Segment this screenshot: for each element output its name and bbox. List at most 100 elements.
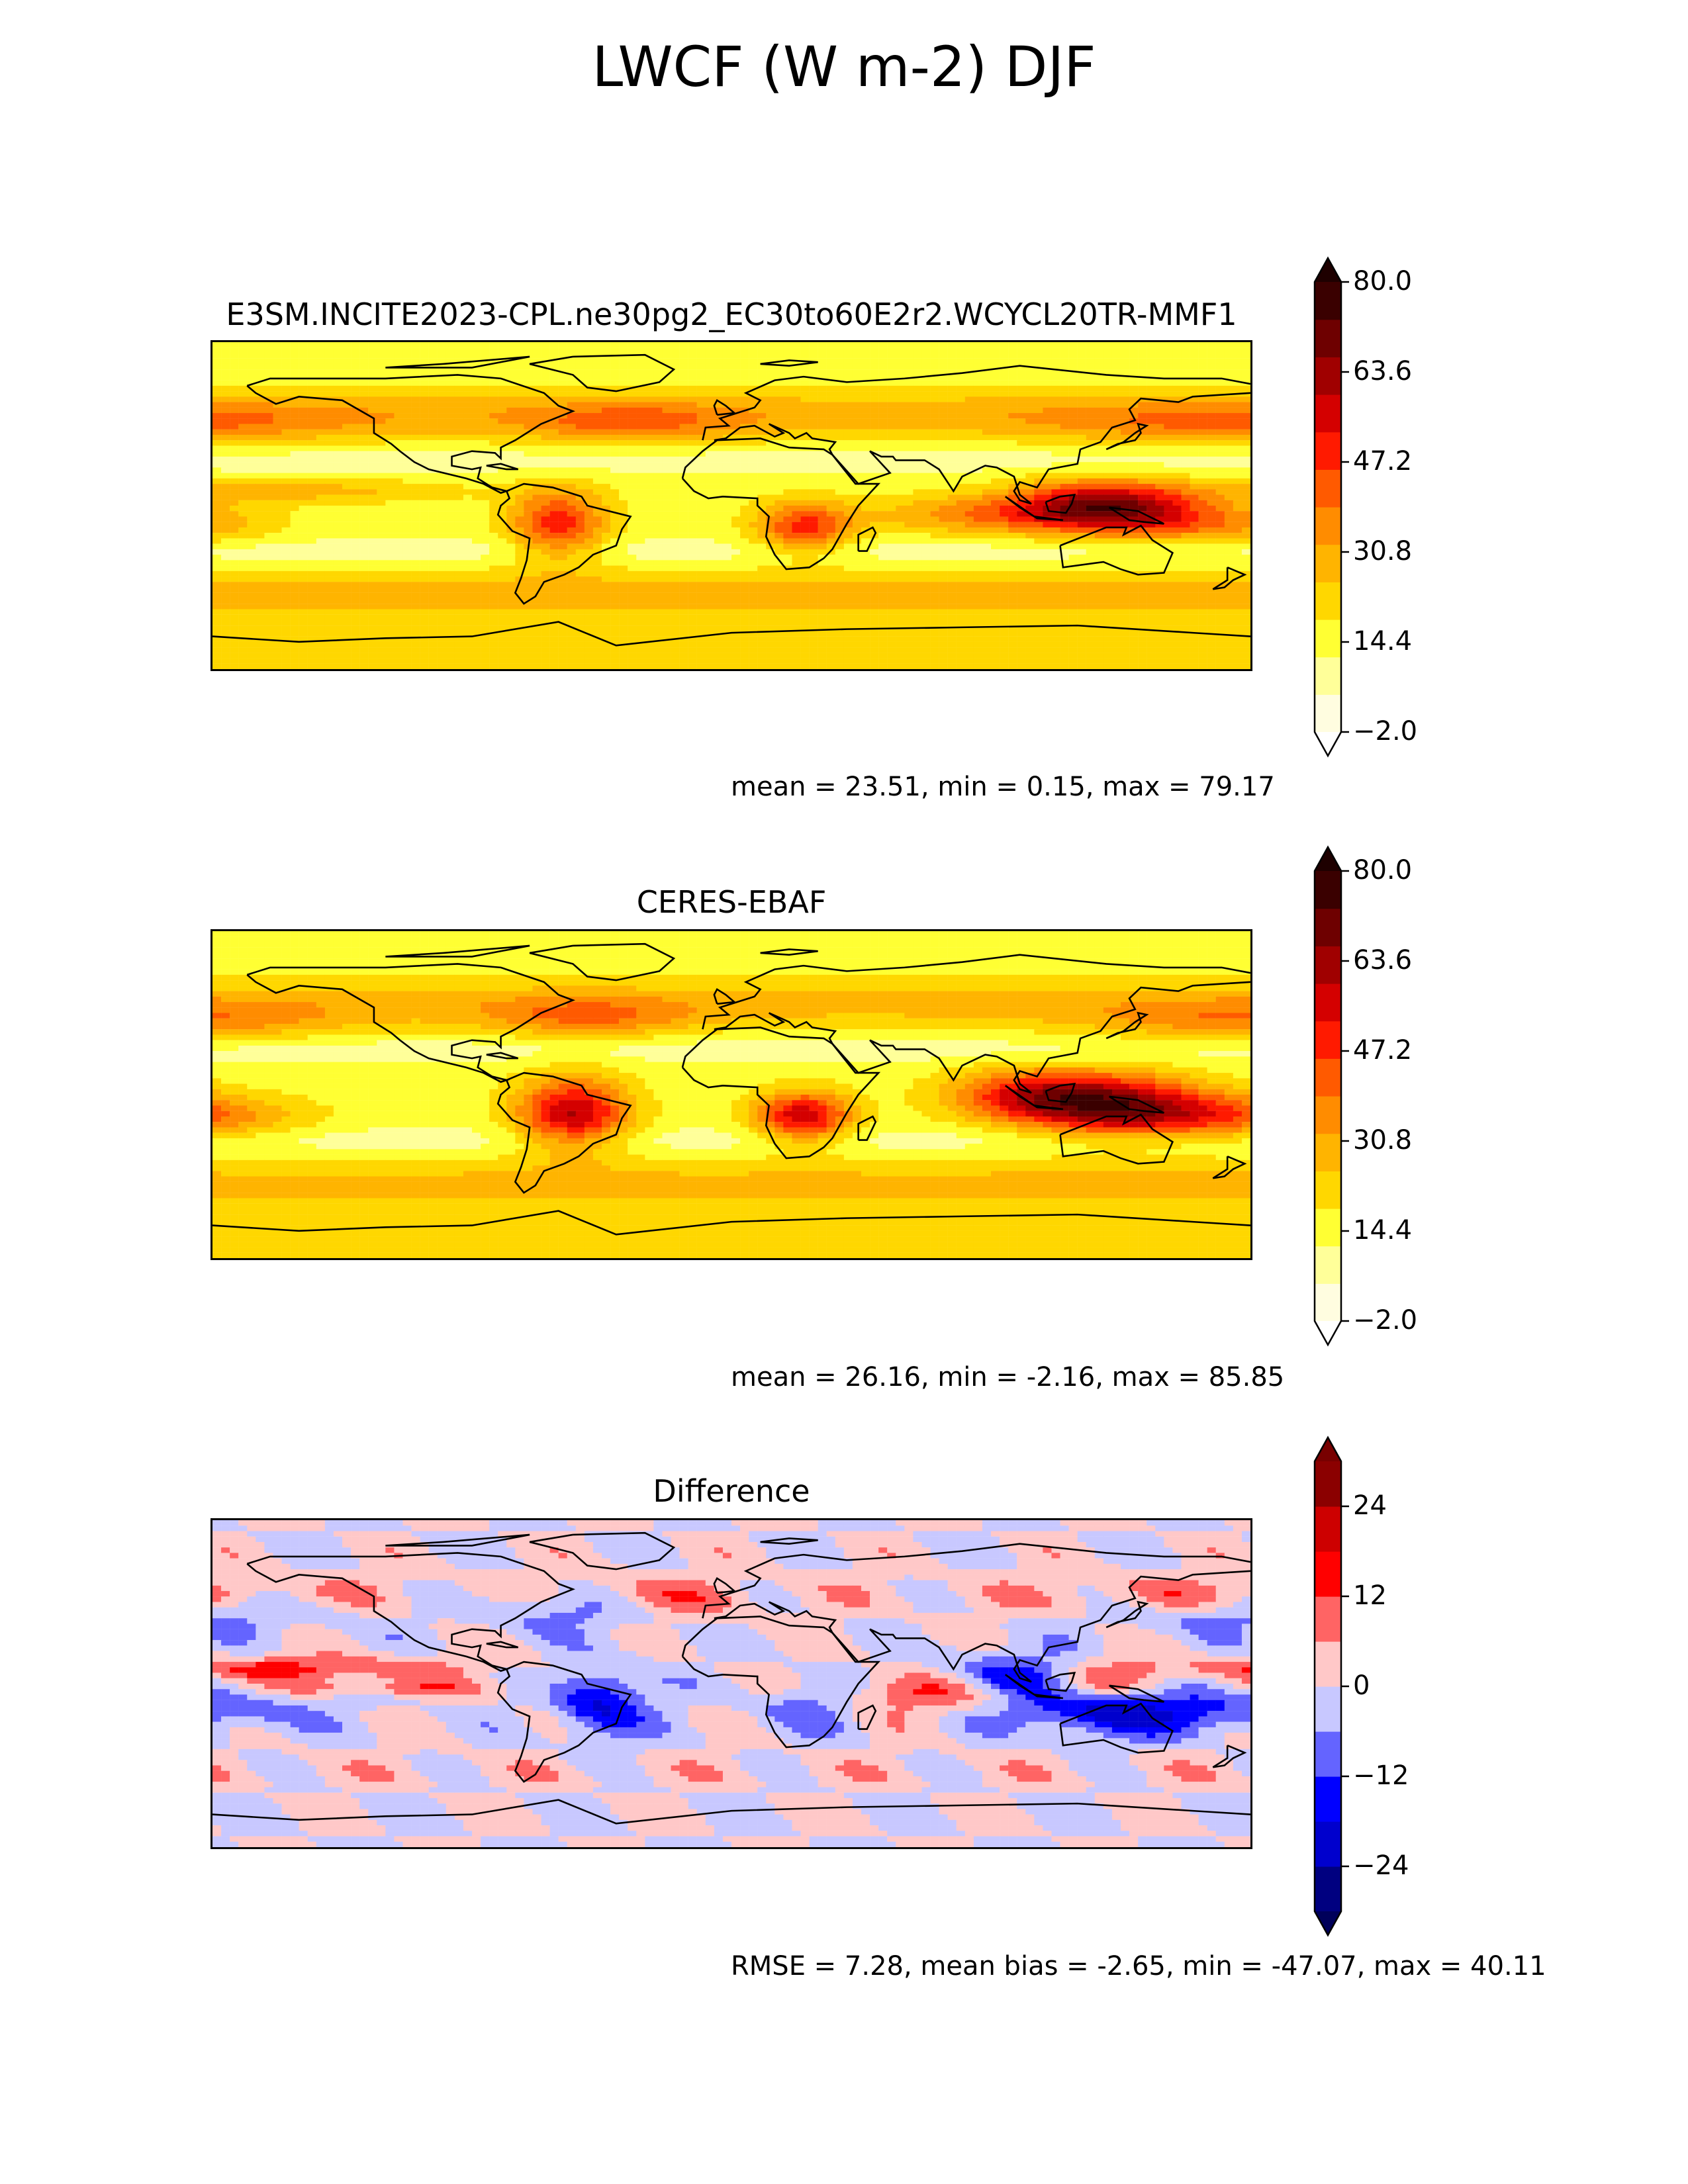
colorbar-test-bar	[1313, 256, 1349, 758]
colorbar-segment	[1315, 1866, 1341, 1912]
colorbar-segment	[1315, 1686, 1341, 1732]
colorbar-segment	[1315, 319, 1341, 357]
colorbar-segment	[1315, 432, 1341, 470]
colorbar-segment	[1315, 544, 1341, 582]
colorbar-tick-label: 24	[1353, 1490, 1387, 1521]
coastline	[1006, 496, 1063, 520]
colorbar-segment	[1315, 1596, 1341, 1642]
colorbar-segment	[1315, 1058, 1341, 1097]
colorbar-segment	[1315, 282, 1341, 320]
colorbar-segment	[1315, 1776, 1341, 1822]
panel-title-difference: Difference	[211, 1473, 1252, 1509]
colorbar-reference-bar	[1313, 845, 1349, 1347]
map-reference-field	[212, 931, 1250, 1258]
colorbar-segment	[1315, 871, 1341, 909]
figure-title: LWCF (W m-2) DJF	[0, 34, 1688, 99]
colorbar-segment	[1315, 1133, 1341, 1171]
colorbar-segment	[1315, 1461, 1341, 1507]
coastline	[1006, 1085, 1063, 1109]
colorbar-segment	[1315, 1246, 1341, 1284]
colorbar-segment	[1315, 1821, 1341, 1867]
colorbar-segment	[1315, 357, 1341, 395]
coastline	[1046, 1673, 1075, 1691]
colorbar-segment	[1315, 1641, 1341, 1687]
coastline	[1109, 1686, 1164, 1702]
coastline	[702, 1544, 1250, 1619]
colorbar-segment	[1315, 1021, 1341, 1059]
map-test	[211, 340, 1252, 671]
coastline	[487, 464, 518, 469]
colorbar-tick-label: 0	[1353, 1670, 1370, 1701]
coastline	[498, 1073, 630, 1193]
coastline	[385, 946, 530, 956]
coastline	[682, 1027, 878, 1158]
colorbar-segment	[1315, 1731, 1341, 1777]
coastline	[859, 527, 876, 551]
colorbar-difference-bar	[1313, 1435, 1349, 1937]
coastline	[385, 1535, 530, 1545]
colorbar-extend-bottom	[1315, 1911, 1341, 1935]
colorbar-tick-label: 12	[1353, 1580, 1387, 1611]
coastline	[1046, 495, 1075, 513]
colorbar-tick-label: 63.6	[1353, 945, 1412, 976]
coastline	[1106, 1602, 1147, 1627]
colorbar-segment	[1315, 1551, 1341, 1597]
colorbar-tick-label: 63.6	[1353, 356, 1412, 387]
colorbar-segment	[1315, 657, 1341, 695]
coastline	[714, 1571, 1250, 1682]
colorbar-extend-top	[1315, 1437, 1341, 1461]
coastline	[1109, 508, 1164, 524]
coastline	[1060, 525, 1173, 574]
coastline	[1060, 1115, 1173, 1163]
coastline	[761, 949, 818, 954]
colorbar-test: 80.0 63.6 47.2 30.8 14.4 −2.0	[1313, 256, 1417, 758]
coastline	[714, 393, 1250, 504]
coastline	[702, 955, 1250, 1030]
coastline	[1106, 1013, 1147, 1038]
coastline	[761, 360, 818, 365]
coastline	[859, 1116, 876, 1140]
colorbar-extend-top	[1315, 847, 1341, 871]
coastline	[682, 1616, 878, 1747]
coastline	[714, 400, 734, 415]
colorbar-tick-label: −24	[1353, 1850, 1409, 1881]
colorbar-extend-bottom	[1315, 732, 1341, 756]
map-difference-field	[212, 1520, 1250, 1847]
colorbar-tick-label: 14.4	[1353, 1215, 1412, 1246]
coastline	[487, 1053, 518, 1058]
coastline	[761, 1538, 818, 1543]
panel-title-reference: CERES-EBAF	[211, 884, 1252, 920]
colorbar-segment	[1315, 469, 1341, 508]
colorbar-tick-label: 80.0	[1353, 855, 1412, 886]
coastline	[714, 1578, 734, 1593]
colorbar-segment	[1315, 908, 1341, 946]
coastline	[487, 1642, 518, 1647]
colorbar-segment	[1315, 507, 1341, 545]
coastline	[1006, 1674, 1063, 1698]
colorbar-segment	[1315, 983, 1341, 1022]
coastline	[1109, 1097, 1164, 1113]
colorbar-extend-bottom	[1315, 1321, 1341, 1345]
coastline	[385, 357, 530, 367]
colorbar-tick-label: 80.0	[1353, 266, 1412, 296]
colorbar-segment	[1315, 1171, 1341, 1209]
colorbar-extend-top	[1315, 258, 1341, 282]
coastline	[682, 438, 878, 569]
colorbar-segment	[1315, 694, 1341, 733]
colorbar-segment	[1315, 1283, 1341, 1322]
coastline	[212, 1800, 1250, 1824]
colorbar-segment	[1315, 619, 1341, 658]
coastline	[247, 964, 573, 1081]
coastline	[702, 366, 1250, 441]
colorbar-tick-label: 30.8	[1353, 1125, 1412, 1156]
map-reference	[211, 929, 1252, 1260]
coastline	[714, 982, 1250, 1093]
colorbar-segment	[1315, 946, 1341, 984]
colorbar-reference: 80.0 63.6 47.2 30.8 14.4 −2.0	[1313, 845, 1417, 1347]
coastline	[498, 484, 630, 604]
coastline	[1106, 424, 1147, 449]
coastline	[498, 1662, 630, 1782]
map-test-field	[212, 342, 1250, 669]
panel-title-test: E3SM.INCITE2023-CPL.ne30pg2_EC30to60E2r2…	[211, 296, 1252, 332]
coastline	[247, 375, 573, 492]
